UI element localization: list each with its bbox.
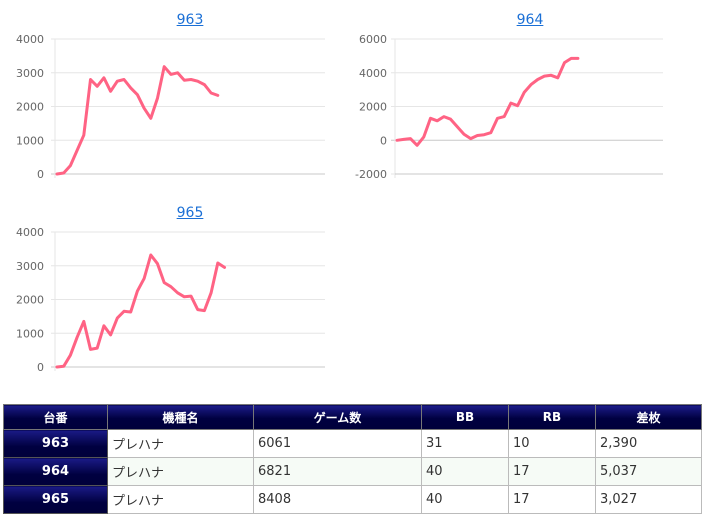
game-count-cell: 6821 — [253, 457, 422, 486]
bb-cell: 40 — [421, 485, 509, 514]
y-tick-label: 2000 — [16, 294, 44, 307]
header-bb: BB — [421, 404, 509, 430]
bb-cell: 31 — [421, 429, 509, 458]
machine-data-table: 台番 機種名 ゲーム数 BB RB 差枚 963 プレハナ 6061 31 10… — [3, 404, 702, 514]
y-tick-label: 3000 — [16, 260, 44, 273]
game-count-cell: 8408 — [253, 485, 422, 514]
machine-number-cell[interactable]: 965 — [3, 485, 108, 514]
rb-cell: 17 — [508, 485, 596, 514]
header-machine-number: 台番 — [3, 404, 108, 430]
difference-cell: 2,390 — [595, 429, 702, 458]
y-tick-label: 6000 — [359, 33, 387, 46]
machine-number-cell[interactable]: 963 — [3, 429, 108, 458]
y-tick-label: 2000 — [359, 101, 387, 114]
chart-964-plot: 6000 4000 2000 0 -2000 — [355, 33, 663, 181]
chart-title-965[interactable]: 965 — [176, 205, 204, 221]
y-tick-label: 0 — [37, 168, 44, 181]
header-model-name: 機種名 — [107, 404, 254, 430]
series-line — [395, 56, 580, 147]
y-tick-label: 0 — [37, 361, 44, 374]
model-name-cell: プレハナ — [107, 457, 254, 486]
chart-964: 964 6000 4000 2000 0 -2000 — [340, 8, 685, 188]
y-tick-label: 2000 — [16, 101, 44, 114]
difference-cell: 3,027 — [595, 485, 702, 514]
y-tick-label: 4000 — [359, 67, 387, 80]
y-tick-label: -2000 — [355, 168, 387, 181]
y-tick-label: 0 — [380, 134, 387, 147]
y-tick-label: 3000 — [16, 67, 44, 80]
chart-965-plot: 4000 3000 2000 1000 0 — [16, 226, 325, 374]
y-tick-label: 1000 — [16, 134, 44, 147]
table-row: 965 プレハナ 8408 40 17 3,027 — [3, 485, 702, 514]
rb-cell: 17 — [508, 457, 596, 486]
series-line — [55, 65, 220, 176]
chart-963-plot: 4000 3000 2000 1000 0 — [16, 33, 325, 181]
series-line — [55, 253, 226, 369]
table-row: 964 プレハナ 6821 40 17 5,037 — [3, 457, 702, 486]
chart-title-963[interactable]: 963 — [176, 12, 204, 28]
y-tick-label: 4000 — [16, 226, 44, 239]
machine-number-cell[interactable]: 964 — [3, 457, 108, 486]
chart-963: 963 4000 3000 2000 1000 0 — [0, 8, 340, 188]
chart-965: 965 4000 3000 2000 1000 0 — [0, 201, 340, 381]
chart-title-964[interactable]: 964 — [516, 12, 544, 28]
header-game-count: ゲーム数 — [253, 404, 422, 430]
model-name-cell: プレハナ — [107, 429, 254, 458]
header-difference: 差枚 — [595, 404, 702, 430]
difference-cell: 5,037 — [595, 457, 702, 486]
header-rb: RB — [508, 404, 596, 430]
table-row: 963 プレハナ 6061 31 10 2,390 — [3, 429, 702, 458]
rb-cell: 10 — [508, 429, 596, 458]
game-count-cell: 6061 — [253, 429, 422, 458]
y-tick-label: 4000 — [16, 33, 44, 46]
bb-cell: 40 — [421, 457, 509, 486]
y-tick-label: 1000 — [16, 327, 44, 340]
model-name-cell: プレハナ — [107, 485, 254, 514]
table-header-row: 台番 機種名 ゲーム数 BB RB 差枚 — [3, 404, 702, 430]
